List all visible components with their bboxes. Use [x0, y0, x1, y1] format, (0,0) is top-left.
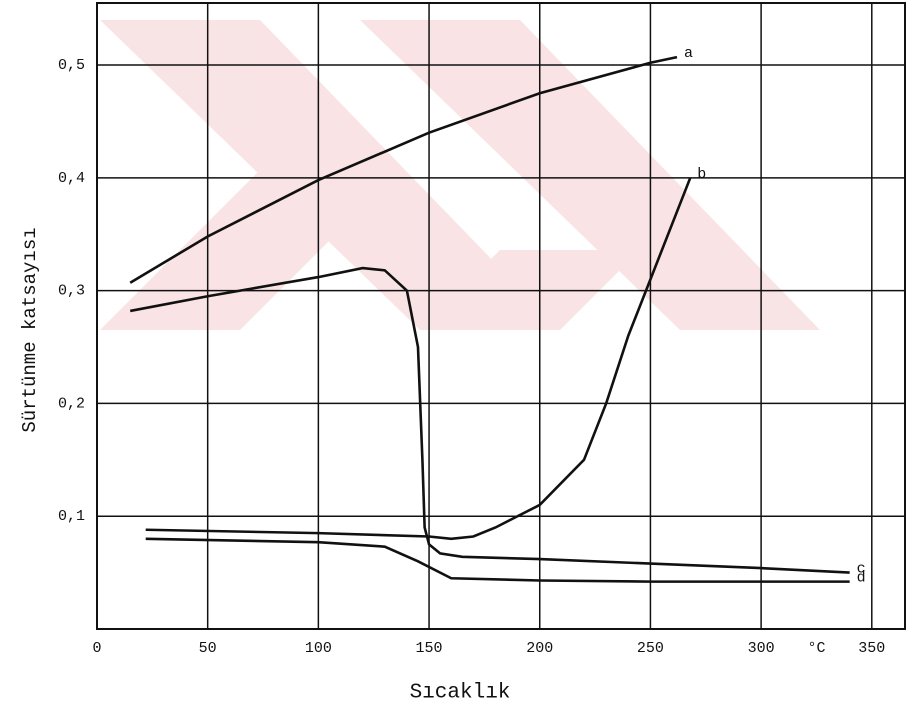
x-tick-label: 100	[305, 640, 332, 657]
x-tick-label: 200	[526, 640, 553, 657]
x-tick-label: 50	[199, 640, 217, 657]
series-line	[129, 55, 678, 284]
y-tick-label: 0,3	[58, 283, 85, 300]
series-line	[129, 266, 850, 574]
y-tick-label: 0,2	[58, 395, 85, 412]
x-axis-title: Sıcaklık	[410, 682, 511, 705]
series-label: d	[857, 570, 866, 587]
x-tick-label: 300	[748, 640, 775, 657]
series-line	[145, 177, 692, 541]
y-tick-label: 0,5	[58, 57, 85, 74]
series-label: c	[857, 561, 866, 578]
x-tick-label: 250	[637, 640, 664, 657]
x-unit-label: °C	[807, 640, 825, 657]
y-axis-title: Sürtünme katsayısı	[19, 227, 41, 432]
x-tick-label: 0	[92, 640, 101, 657]
y-tick-label: 0,4	[58, 170, 85, 187]
x-tick-label: 150	[416, 640, 443, 657]
x-tick-label: 350	[858, 640, 885, 657]
y-tick-label: 0,1	[58, 508, 85, 525]
plot-frame	[96, 2, 906, 630]
series-label: a	[684, 45, 693, 62]
series-label: b	[697, 166, 706, 183]
series-line	[145, 537, 850, 583]
